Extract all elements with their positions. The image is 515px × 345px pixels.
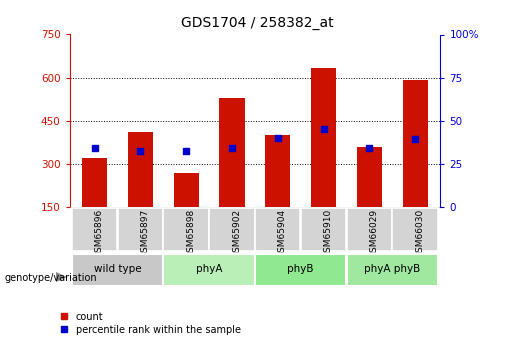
Text: GSM65904: GSM65904 [278,209,287,258]
Bar [311,68,336,207]
Bar [209,208,254,251]
Text: phyA: phyA [196,264,222,274]
Bar [255,254,347,286]
Text: GSM65902: GSM65902 [232,209,241,258]
Text: GSM66030: GSM66030 [415,209,424,258]
Bar [301,208,346,251]
Bar [357,147,382,207]
Point [136,148,145,154]
Bar [163,254,255,286]
Point [319,127,328,132]
Legend: count, percentile rank within the sample: count, percentile rank within the sample [56,308,245,338]
Text: GSM65897: GSM65897 [141,209,149,258]
Point [91,145,99,151]
Bar [255,208,300,251]
Point [228,145,236,151]
Bar [219,98,245,207]
Point [411,137,419,142]
Bar [82,158,107,207]
Text: genotype/variation: genotype/variation [4,273,97,283]
Polygon shape [56,272,67,282]
Bar [128,132,153,207]
Text: GSM66029: GSM66029 [369,209,379,258]
Bar [163,208,209,251]
Text: GSM65896: GSM65896 [95,209,104,258]
Text: GSM65910: GSM65910 [323,209,333,258]
Point [273,135,282,141]
Bar [347,208,392,251]
Bar [117,208,163,251]
Bar [72,254,163,286]
Bar [72,208,117,251]
Bar [403,80,428,207]
Bar [265,135,290,207]
Point [365,145,373,151]
Bar [392,208,438,251]
Point [182,148,191,154]
Text: GDS1704 / 258382_at: GDS1704 / 258382_at [181,16,334,30]
Text: wild type: wild type [94,264,142,274]
Text: phyB: phyB [287,264,314,274]
Text: phyA phyB: phyA phyB [364,264,420,274]
Text: GSM65898: GSM65898 [186,209,195,258]
Bar [347,254,438,286]
Bar [174,172,199,207]
